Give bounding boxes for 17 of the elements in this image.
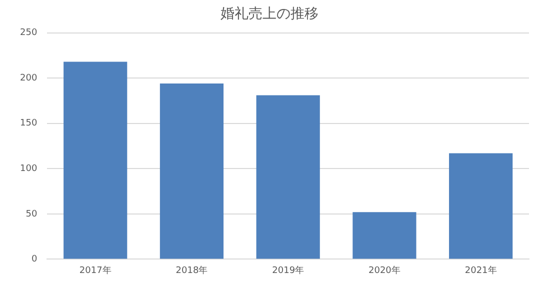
- x-tick-label: 2019年: [272, 264, 304, 276]
- y-tick-label: 200: [20, 73, 38, 84]
- x-tick-label: 2017年: [79, 264, 112, 276]
- bar: [256, 95, 320, 259]
- y-tick-label: 150: [20, 118, 38, 129]
- bar: [352, 212, 416, 259]
- x-tick-label: 2021年: [464, 264, 497, 276]
- bar: [64, 62, 128, 259]
- x-tick-label: 2018年: [176, 264, 208, 276]
- bar: [449, 153, 513, 259]
- y-tick-label: 100: [20, 164, 38, 174]
- y-tick-label: 250: [20, 28, 38, 38]
- chart-title: 婚礼売上の推移: [220, 6, 318, 22]
- bar: [160, 84, 224, 259]
- x-tick-label: 2020年: [368, 264, 400, 276]
- y-tick-label: 50: [26, 209, 38, 220]
- y-tick-label: 0: [31, 254, 38, 265]
